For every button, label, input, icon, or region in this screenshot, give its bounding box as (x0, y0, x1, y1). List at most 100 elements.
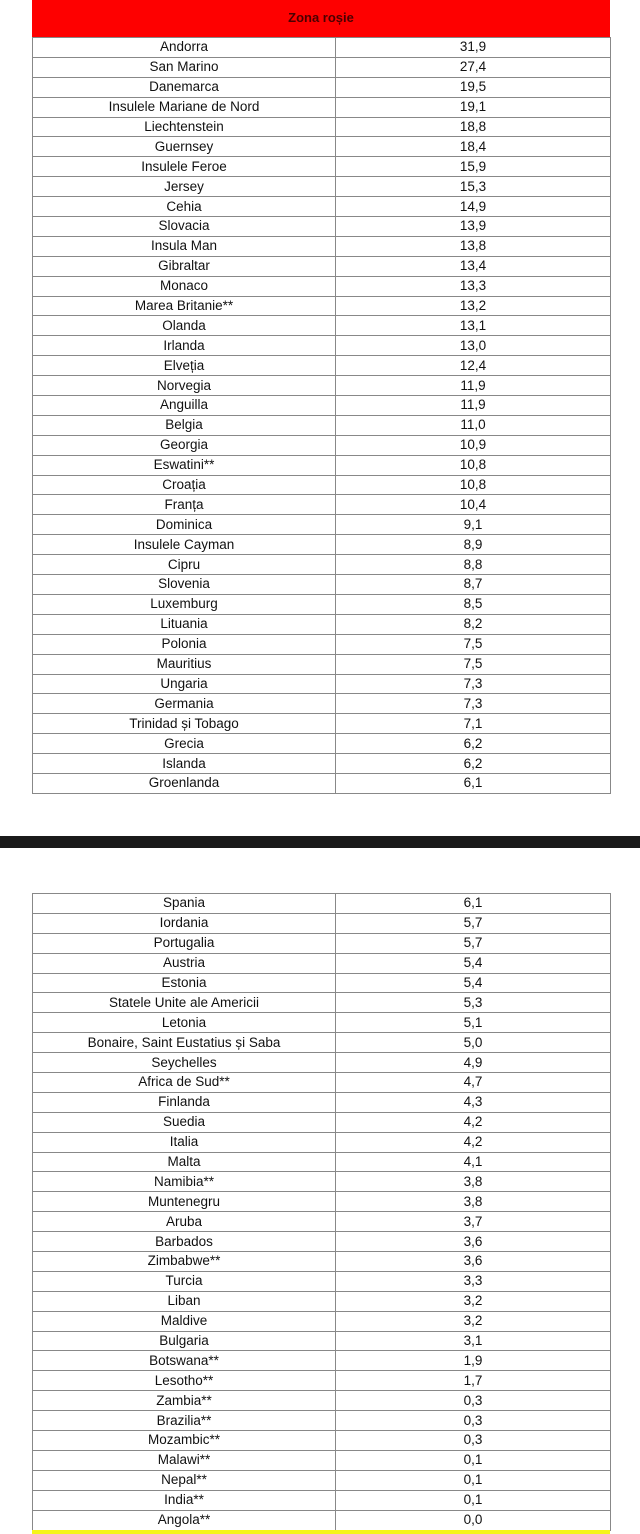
country-cell: Guernsey (32, 136, 336, 158)
table-row: Zimbabwe** 3,6 (32, 1251, 611, 1272)
value-cell: 15,3 (335, 176, 611, 198)
value-cell: 7,3 (335, 693, 611, 715)
value-cell: 3,2 (335, 1310, 611, 1332)
country-cell: Bulgaria (32, 1330, 336, 1352)
table-row: Gibraltar 13,4 (32, 255, 611, 277)
value-cell: 18,4 (335, 136, 611, 158)
country-cell: Estonia (32, 972, 336, 994)
value-cell: 12,4 (335, 355, 611, 377)
country-cell: India** (32, 1489, 336, 1511)
header-title: Zona roșie (288, 10, 354, 25)
country-cell: Islanda (32, 753, 336, 774)
table-row: Mauritius 7,5 (32, 653, 611, 675)
table-row: Cipru 8,8 (32, 554, 611, 576)
value-cell: 7,3 (335, 673, 611, 695)
value-cell: 5,0 (335, 1032, 611, 1054)
country-cell: Ungaria (32, 673, 336, 695)
value-cell: 31,9 (335, 37, 611, 58)
value-cell: 19,5 (335, 76, 611, 98)
value-cell: 0,3 (335, 1410, 611, 1432)
table-row: Italia 4,2 (32, 1131, 611, 1153)
value-cell: 4,2 (335, 1131, 611, 1153)
table-row: Norvegia 11,9 (32, 375, 611, 397)
table-row: Liechtenstein 18,8 (32, 116, 611, 138)
table-row: Barbados 3,6 (32, 1231, 611, 1253)
country-cell: Mozambic** (32, 1430, 336, 1451)
value-cell: 13,1 (335, 315, 611, 337)
red-zone-table-1: Andorra 31,9 San Marino 27,4 Danemarca 19,5 In… (32, 37, 611, 794)
country-cell: Bonaire, Saint Eustatius și Saba (32, 1032, 336, 1054)
table-row: Zambia** 0,3 (32, 1390, 611, 1412)
country-cell: Malawi** (32, 1449, 336, 1471)
country-cell: Jersey (32, 176, 336, 198)
value-cell: 10,8 (335, 474, 611, 496)
table-row: Irlanda 13,0 (32, 335, 611, 357)
value-cell: 11,9 (335, 395, 611, 416)
country-cell: Belgia (32, 414, 336, 436)
table-row: Slovacia 13,9 (32, 216, 611, 237)
country-cell: Africa de Sud** (32, 1072, 336, 1093)
country-cell: Liban (32, 1290, 336, 1312)
value-cell: 6,1 (335, 772, 611, 794)
yellow-zone-header-edge (32, 1530, 610, 1534)
table-row: Malawi** 0,1 (32, 1449, 611, 1471)
table-row: Statele Unite ale Americii 5,3 (32, 992, 611, 1014)
table-row: Lituania 8,2 (32, 613, 611, 635)
table-row: Danemarca 19,5 (32, 76, 611, 98)
value-cell: 8,2 (335, 613, 611, 635)
value-cell: 18,8 (335, 116, 611, 138)
table-row: Malta 4,1 (32, 1151, 611, 1173)
value-cell: 3,7 (335, 1211, 611, 1233)
country-cell: Spania (32, 893, 336, 914)
value-cell: 8,9 (335, 534, 611, 556)
table-row: Luxemburg 8,5 (32, 593, 611, 615)
value-cell: 3,6 (335, 1231, 611, 1253)
country-cell: Germania (32, 693, 336, 715)
country-cell: Monaco (32, 275, 336, 297)
table-row: Elveția 12,4 (32, 355, 611, 377)
country-cell: Croația (32, 474, 336, 496)
table-row: Polonia 7,5 (32, 633, 611, 655)
table-row: Botswana** 1,9 (32, 1350, 611, 1372)
value-cell: 5,7 (335, 932, 611, 954)
table-row: Cehia 14,9 (32, 196, 611, 218)
value-cell: 4,2 (335, 1111, 611, 1133)
table-row: Angola** 0,0 (32, 1509, 611, 1531)
value-cell: 3,6 (335, 1251, 611, 1272)
country-cell: Slovacia (32, 216, 336, 237)
table-row: San Marino 27,4 (32, 56, 611, 78)
table-row: Namibia** 3,8 (32, 1171, 611, 1193)
value-cell: 0,1 (335, 1469, 611, 1491)
value-cell: 11,0 (335, 414, 611, 436)
table-row: Aruba 3,7 (32, 1211, 611, 1233)
table-row: Groenlanda 6,1 (32, 772, 611, 794)
value-cell: 5,7 (335, 912, 611, 934)
table-row: Dominica 9,1 (32, 514, 611, 536)
country-cell: Liechtenstein (32, 116, 336, 138)
country-cell: Barbados (32, 1231, 336, 1253)
value-cell: 3,8 (335, 1171, 611, 1193)
value-cell: 5,4 (335, 952, 611, 974)
country-cell: San Marino (32, 56, 336, 78)
table-row: Belgia 11,0 (32, 414, 611, 436)
country-cell: Groenlanda (32, 772, 336, 794)
value-cell: 13,9 (335, 216, 611, 237)
table-row: Guernsey 18,4 (32, 136, 611, 158)
table-row: Insula Man 13,8 (32, 235, 611, 257)
table-row: Letonia 5,1 (32, 1012, 611, 1034)
country-cell: Suedia (32, 1111, 336, 1133)
table-row: Germania 7,3 (32, 693, 611, 715)
country-cell: Insulele Cayman (32, 534, 336, 556)
country-cell: Italia (32, 1131, 336, 1153)
value-cell: 11,9 (335, 375, 611, 397)
table-row: Croația 10,8 (32, 474, 611, 496)
table-row: Olanda 13,1 (32, 315, 611, 337)
value-cell: 0,1 (335, 1489, 611, 1511)
country-cell: Finlanda (32, 1091, 336, 1113)
red-zone-header: Zona roșie (32, 0, 610, 37)
value-cell: 1,7 (335, 1370, 611, 1392)
value-cell: 1,9 (335, 1350, 611, 1372)
table-row: Africa de Sud** 4,7 (32, 1072, 611, 1093)
table-row: Seychelles 4,9 (32, 1052, 611, 1074)
value-cell: 13,2 (335, 295, 611, 317)
